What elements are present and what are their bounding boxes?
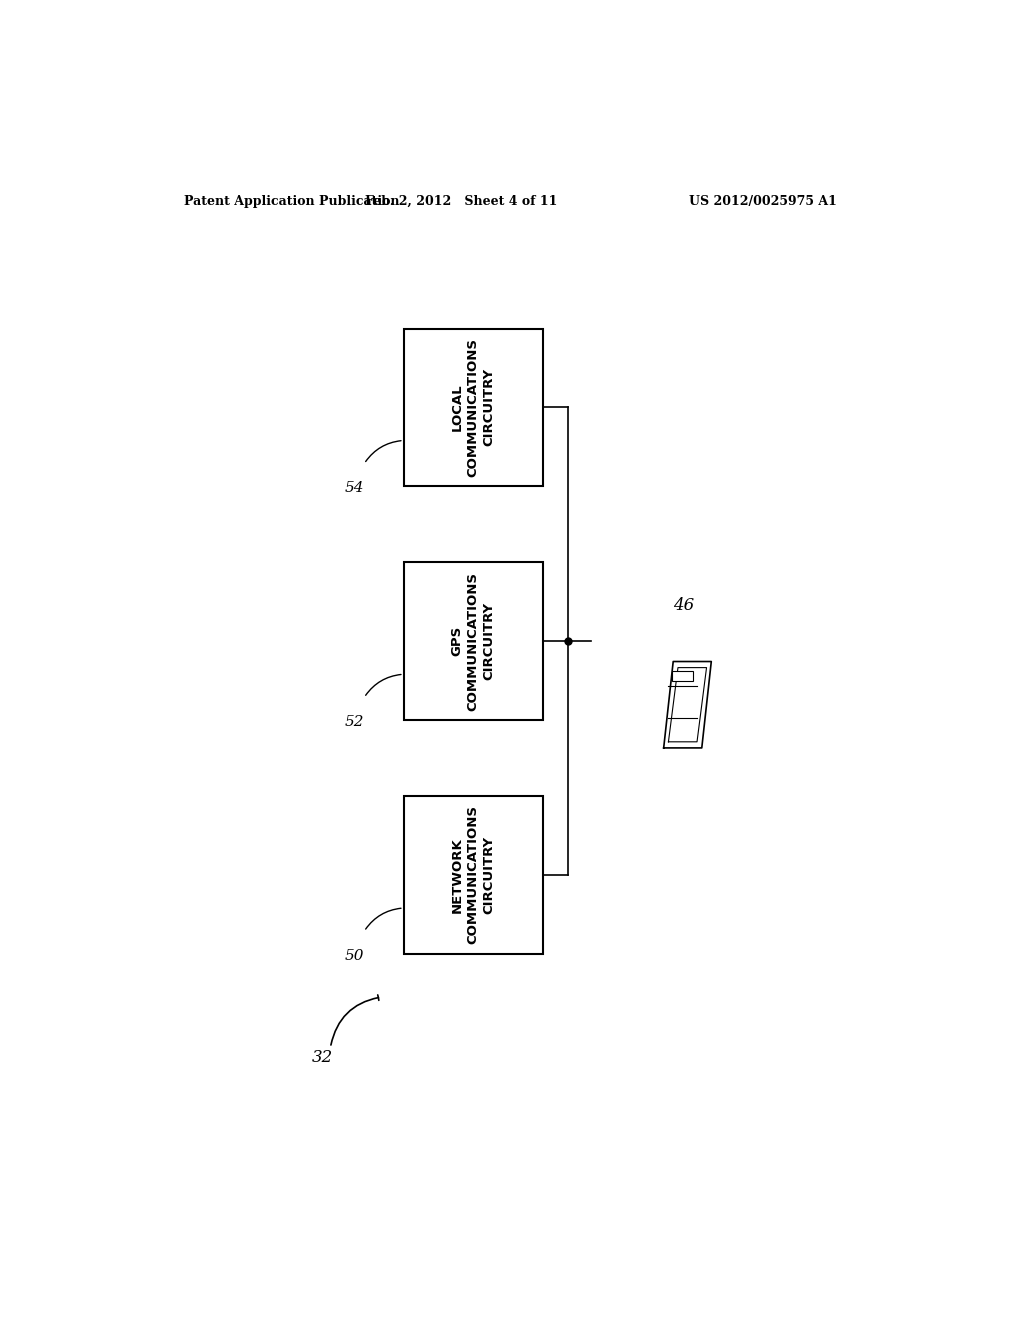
Text: 32: 32 — [311, 1049, 333, 1067]
Bar — [403, 562, 543, 719]
Text: 50: 50 — [345, 949, 365, 962]
Text: Patent Application Publication: Patent Application Publication — [183, 195, 399, 209]
Text: US 2012/0025975 A1: US 2012/0025975 A1 — [689, 195, 837, 209]
Text: 46: 46 — [673, 597, 694, 614]
Text: 54: 54 — [345, 480, 365, 495]
Text: NETWORK
COMMUNICATIONS
CIRCUITRY: NETWORK COMMUNICATIONS CIRCUITRY — [451, 805, 496, 945]
Text: Feb. 2, 2012   Sheet 4 of 11: Feb. 2, 2012 Sheet 4 of 11 — [366, 195, 557, 209]
Bar — [403, 796, 543, 954]
Bar — [403, 329, 543, 486]
Text: GPS
COMMUNICATIONS
CIRCUITRY: GPS COMMUNICATIONS CIRCUITRY — [451, 572, 496, 710]
Bar — [673, 671, 693, 681]
Text: LOCAL
COMMUNICATIONS
CIRCUITRY: LOCAL COMMUNICATIONS CIRCUITRY — [451, 338, 496, 477]
Text: 52: 52 — [345, 715, 365, 729]
